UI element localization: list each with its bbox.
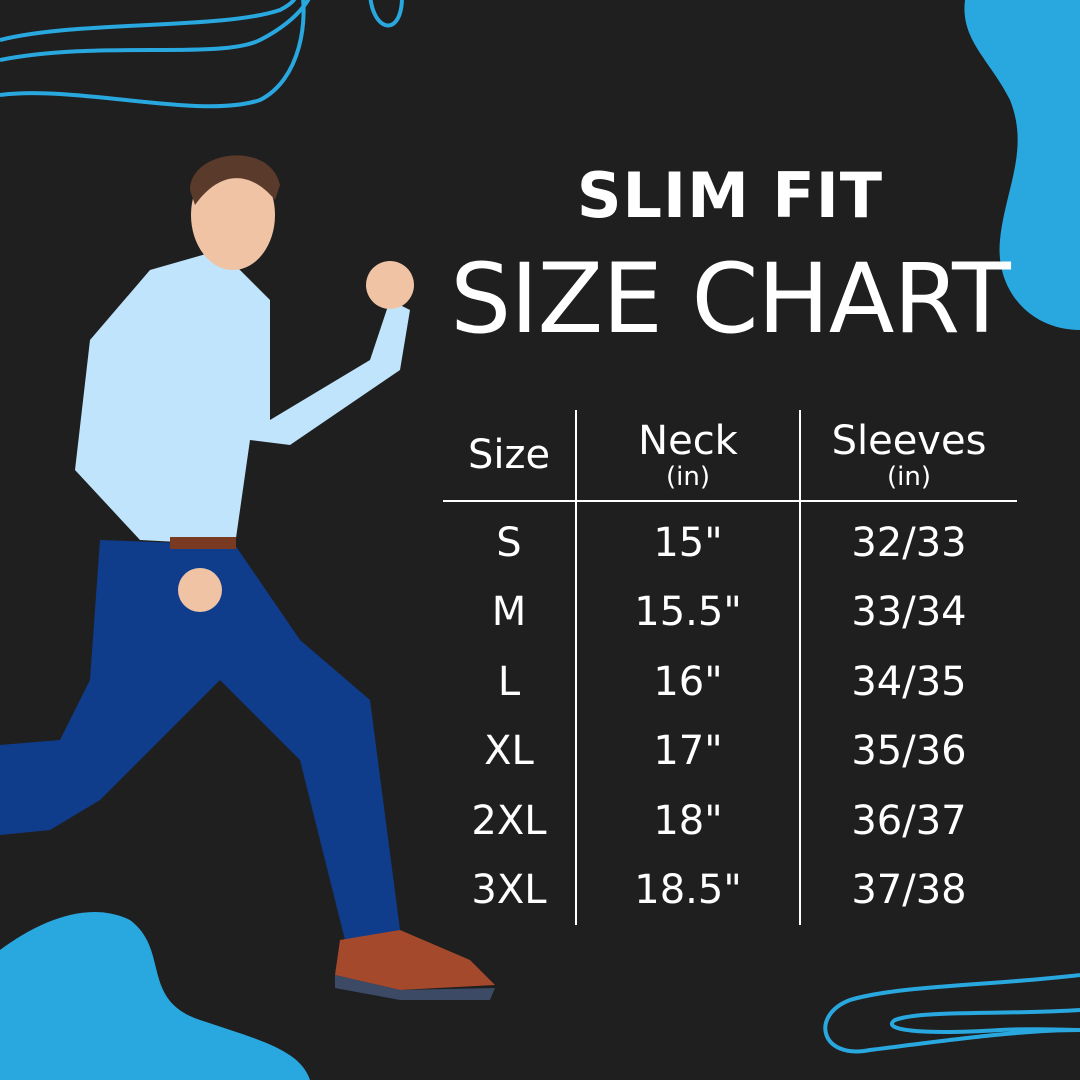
table-header-row: Size Neck (in) Sleeves (in): [443, 410, 1017, 502]
cell-size: S: [496, 519, 522, 566]
cell-neck: 15.5": [575, 577, 800, 647]
cell-neck: 17": [575, 716, 800, 786]
cell-sleeves: 33/34: [799, 577, 1017, 647]
cell-size: 2XL: [471, 797, 547, 844]
cell-sleeves: 35/36: [799, 716, 1017, 786]
cell-neck: 16": [575, 647, 800, 717]
header-sleeves: Sleeves (in): [799, 410, 1017, 502]
header-unit: (in): [666, 462, 710, 492]
size-chart-table: Size Neck (in) Sleeves (in) S 15" 32/33 M 15.…: [443, 410, 1017, 925]
table-row: 3XL 18.5" 37/38: [443, 855, 1017, 925]
cell-size: M: [491, 589, 527, 636]
header-neck: Neck (in): [575, 410, 800, 502]
cell-size: XL: [484, 728, 534, 775]
cell-sleeves: 32/33: [799, 501, 1017, 578]
table-row: 2XL 18" 36/37: [443, 786, 1017, 856]
cell-sleeves: 37/38: [799, 855, 1017, 925]
model-photo: [0, 155, 495, 1000]
line-swirl-top-left: [0, 0, 404, 109]
header-unit: (in): [887, 462, 931, 492]
cell-sleeves: 34/35: [799, 647, 1017, 717]
header-label: Size: [467, 432, 551, 478]
table-row: XL 17" 35/36: [443, 716, 1017, 786]
cell-neck: 18": [575, 786, 800, 856]
cell-neck: 18.5": [575, 855, 800, 925]
cell-neck: 15": [575, 501, 800, 578]
cell-size: L: [497, 658, 521, 705]
cell-size: 3XL: [471, 867, 547, 914]
heading-size-chart: SIZE CHART: [450, 243, 1010, 355]
heading-slim-fit: SLIM FIT: [576, 159, 884, 232]
blob-top-right: [964, 0, 1080, 330]
line-swirl-bottom-right: [823, 973, 1080, 1054]
table-row: S 15" 32/33: [443, 501, 1017, 578]
header-label: Sleeves: [831, 418, 987, 464]
table-row: L 16" 34/35: [443, 647, 1017, 717]
header-label: Neck: [638, 418, 738, 464]
blob-bottom-left: [0, 911, 310, 1080]
header-size: Size: [443, 410, 576, 502]
table-row: M 15.5" 33/34: [443, 577, 1017, 647]
cell-sleeves: 36/37: [799, 786, 1017, 856]
